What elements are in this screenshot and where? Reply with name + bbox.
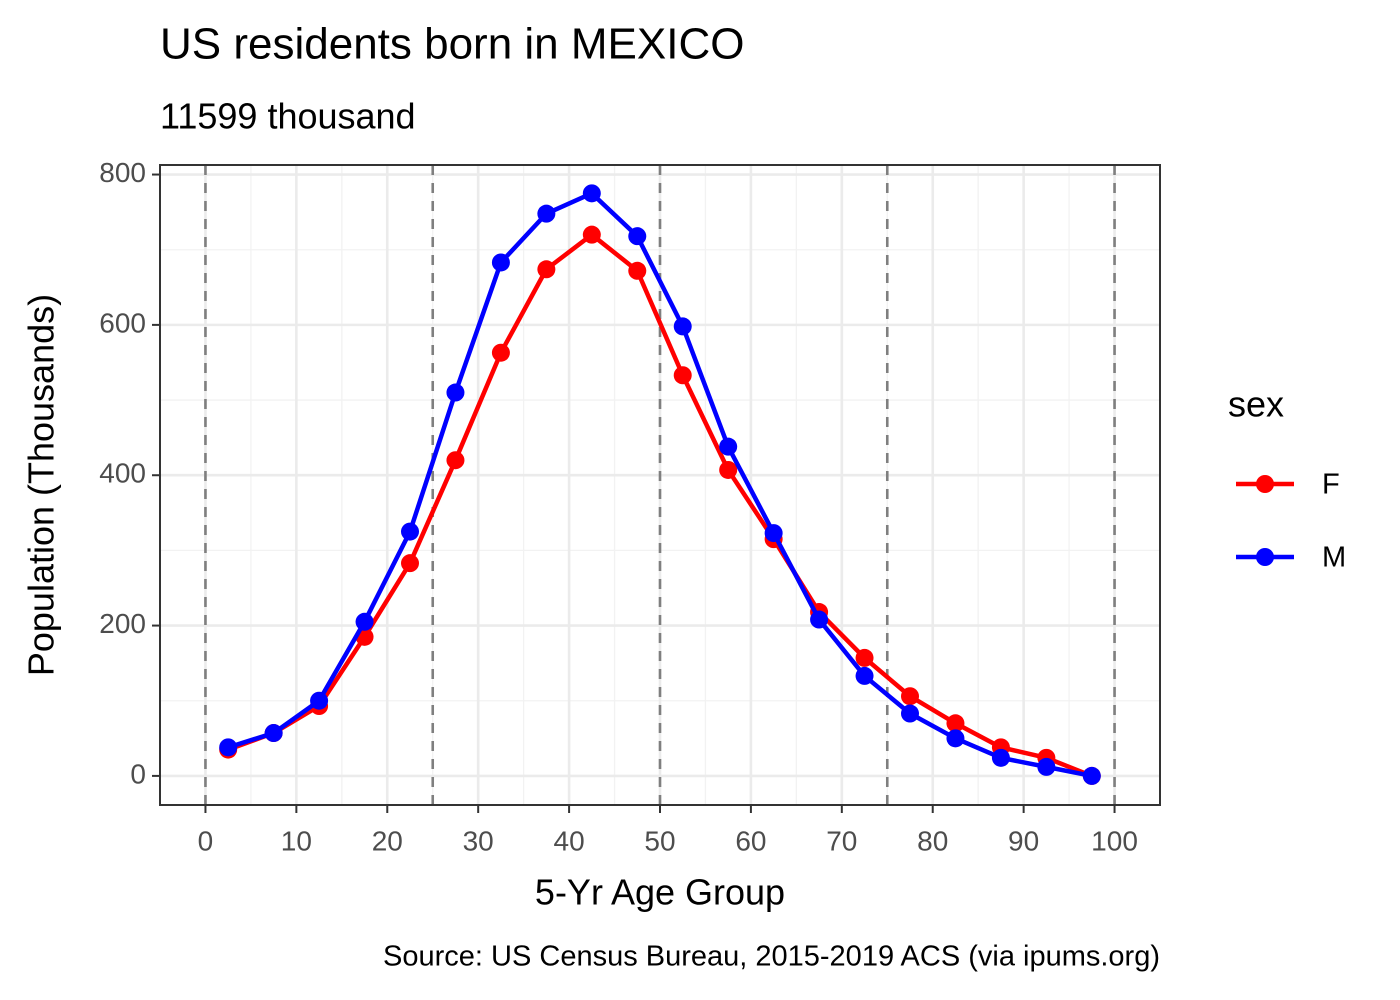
data-point <box>719 460 738 479</box>
data-point <box>628 261 647 280</box>
data-point <box>219 738 238 757</box>
data-point <box>401 522 419 541</box>
data-point <box>537 260 556 279</box>
data-point <box>991 748 1010 767</box>
x-tick-label: 10 <box>281 825 312 856</box>
data-point <box>446 451 465 470</box>
legend-marker <box>1256 548 1274 566</box>
legend-label: F <box>1322 469 1340 501</box>
data-point <box>810 610 829 629</box>
data-point <box>310 691 329 710</box>
data-point <box>446 383 465 402</box>
data-point <box>946 729 965 748</box>
y-tick-label: 800 <box>99 157 146 188</box>
data-point <box>901 704 919 723</box>
data-point <box>582 184 601 203</box>
x-axis-title: 5-Yr Age Group <box>535 872 785 913</box>
y-tick-label: 0 <box>130 758 146 789</box>
data-point <box>491 253 510 272</box>
data-point <box>537 204 556 223</box>
chart-subtitle: 11599 thousand <box>160 96 416 137</box>
data-point <box>1082 766 1101 785</box>
data-point <box>582 225 601 244</box>
data-point <box>264 724 283 743</box>
legend-title: sex <box>1228 384 1284 425</box>
x-tick-label: 50 <box>644 825 675 856</box>
x-tick-label: 0 <box>198 825 214 856</box>
data-point <box>719 437 738 456</box>
data-point <box>491 343 510 362</box>
x-tick-label: 70 <box>826 825 857 856</box>
y-tick-label: 600 <box>99 307 146 338</box>
x-tick-label: 80 <box>917 825 948 856</box>
data-point <box>355 612 374 631</box>
caption: Source: US Census Bureau, 2015-2019 ACS … <box>383 941 1160 973</box>
legend-label: M <box>1322 542 1346 574</box>
y-axis-title: Population (Thousands) <box>21 294 62 676</box>
data-point <box>673 317 692 336</box>
chart-title: US residents born in MEXICO <box>160 20 744 69</box>
data-point <box>946 714 965 733</box>
x-tick-label: 20 <box>372 825 403 856</box>
x-tick-label: 60 <box>735 825 766 856</box>
data-point <box>673 366 692 385</box>
data-point <box>1037 757 1056 776</box>
y-tick-label: 400 <box>99 458 146 489</box>
y-tick-label: 200 <box>99 608 146 639</box>
x-tick-label: 40 <box>554 825 585 856</box>
data-point <box>901 687 919 706</box>
data-point <box>855 648 874 667</box>
legend-marker <box>1256 475 1274 493</box>
data-point <box>401 554 419 573</box>
data-point <box>855 666 874 685</box>
data-point <box>628 227 647 246</box>
x-tick-label: 90 <box>1008 825 1039 856</box>
plot-border <box>159 164 1161 806</box>
x-tick-label: 100 <box>1091 825 1138 856</box>
data-point <box>764 524 783 543</box>
x-tick-label: 30 <box>463 825 494 856</box>
